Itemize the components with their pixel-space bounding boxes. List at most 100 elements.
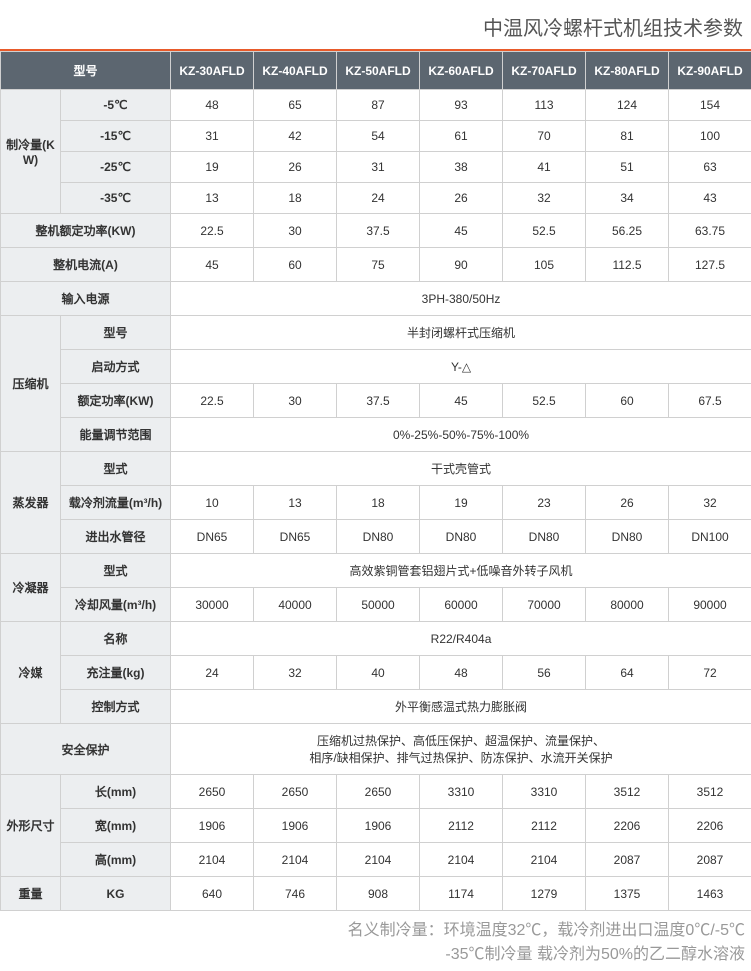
data-cell: 18 (254, 183, 337, 214)
data-cell: 3512 (586, 775, 669, 809)
data-cell: 26 (254, 152, 337, 183)
data-cell: 908 (337, 877, 420, 911)
data-cell: 90 (420, 248, 503, 282)
data-cell: 30000 (171, 588, 254, 622)
data-cell: 56 (503, 656, 586, 690)
span-cell: 0%-25%-50%-75%-100% (171, 418, 751, 452)
model-col: KZ-60AFLD (420, 52, 503, 90)
model-col: KZ-30AFLD (171, 52, 254, 90)
model-col: KZ-70AFLD (503, 52, 586, 90)
data-cell: 45 (420, 384, 503, 418)
model-col: KZ-80AFLD (586, 52, 669, 90)
data-cell: 2104 (420, 843, 503, 877)
sub-label: KG (61, 877, 171, 911)
row-label: 蒸发器 (1, 452, 61, 554)
data-cell: 26 (420, 183, 503, 214)
data-cell: 60 (254, 248, 337, 282)
data-cell: 23 (503, 486, 586, 520)
data-cell: 13 (254, 486, 337, 520)
sub-label: 长(mm) (61, 775, 171, 809)
data-cell: 45 (420, 214, 503, 248)
data-cell: 3310 (503, 775, 586, 809)
data-cell: 93 (420, 90, 503, 121)
data-cell: 3310 (420, 775, 503, 809)
data-cell: 90000 (669, 588, 751, 622)
data-cell: 51 (586, 152, 669, 183)
sub-label: 型号 (61, 316, 171, 350)
data-cell: 22.5 (171, 384, 254, 418)
spec-table: 型号 KZ-30AFLD KZ-40AFLD KZ-50AFLD KZ-60AF… (0, 51, 751, 911)
data-cell: 2112 (420, 809, 503, 843)
data-cell: 41 (503, 152, 586, 183)
row-label: 整机电流(A) (1, 248, 171, 282)
sub-label: 能量调节范围 (61, 418, 171, 452)
sub-label: -5℃ (61, 90, 171, 121)
data-cell: 22.5 (171, 214, 254, 248)
data-cell: 32 (254, 656, 337, 690)
data-cell: 105 (503, 248, 586, 282)
span-cell: 干式壳管式 (171, 452, 751, 486)
data-cell: 30 (254, 214, 337, 248)
data-cell: 40000 (254, 588, 337, 622)
data-cell: 1906 (254, 809, 337, 843)
data-cell: 2087 (669, 843, 751, 877)
data-cell: DN65 (254, 520, 337, 554)
data-cell: 100 (669, 121, 751, 152)
sub-label: 进出水管径 (61, 520, 171, 554)
row-label: 压缩机 (1, 316, 61, 452)
data-cell: 24 (171, 656, 254, 690)
data-cell: 10 (171, 486, 254, 520)
row-label: 外形尺寸 (1, 775, 61, 877)
data-cell: 13 (171, 183, 254, 214)
data-cell: 45 (171, 248, 254, 282)
data-cell: DN80 (420, 520, 503, 554)
data-cell: 1463 (669, 877, 751, 911)
data-cell: 3512 (669, 775, 751, 809)
sub-label: 控制方式 (61, 690, 171, 724)
data-cell: 30 (254, 384, 337, 418)
data-cell: 63.75 (669, 214, 751, 248)
data-cell: 70000 (503, 588, 586, 622)
data-cell: 56.25 (586, 214, 669, 248)
data-cell: 2104 (503, 843, 586, 877)
span-cell: 半封闭螺杆式压缩机 (171, 316, 751, 350)
row-label: 制冷量(KW) (1, 90, 61, 214)
data-cell: DN80 (337, 520, 420, 554)
data-cell: 81 (586, 121, 669, 152)
sub-label: -25℃ (61, 152, 171, 183)
data-cell: 1906 (171, 809, 254, 843)
data-cell: 87 (337, 90, 420, 121)
data-cell: 1375 (586, 877, 669, 911)
span-cell: 高效紫铜管套铝翅片式+低噪音外转子风机 (171, 554, 751, 588)
row-label: 输入电源 (1, 282, 171, 316)
data-cell: DN100 (669, 520, 751, 554)
model-label: 型号 (1, 52, 171, 90)
data-cell: 2206 (669, 809, 751, 843)
data-cell: 54 (337, 121, 420, 152)
data-cell: 37.5 (337, 214, 420, 248)
sub-label: 宽(mm) (61, 809, 171, 843)
data-cell: 60 (586, 384, 669, 418)
data-cell: 40 (337, 656, 420, 690)
data-cell: 154 (669, 90, 751, 121)
model-col: KZ-90AFLD (669, 52, 751, 90)
data-cell: 127.5 (669, 248, 751, 282)
sub-label: -35℃ (61, 183, 171, 214)
sub-label: 高(mm) (61, 843, 171, 877)
data-cell: 1174 (420, 877, 503, 911)
data-cell: 2104 (337, 843, 420, 877)
data-cell: 75 (337, 248, 420, 282)
data-cell: 113 (503, 90, 586, 121)
data-cell: 48 (420, 656, 503, 690)
data-cell: 2104 (254, 843, 337, 877)
span-cell: 外平衡感温式热力膨胀阀 (171, 690, 751, 724)
data-cell: 124 (586, 90, 669, 121)
sub-label: 启动方式 (61, 350, 171, 384)
data-cell: 64 (586, 656, 669, 690)
span-cell: R22/R404a (171, 622, 751, 656)
data-cell: 32 (503, 183, 586, 214)
data-cell: 52.5 (503, 214, 586, 248)
sub-label: 型式 (61, 452, 171, 486)
data-cell: 60000 (420, 588, 503, 622)
row-label: 整机额定功率(KW) (1, 214, 171, 248)
